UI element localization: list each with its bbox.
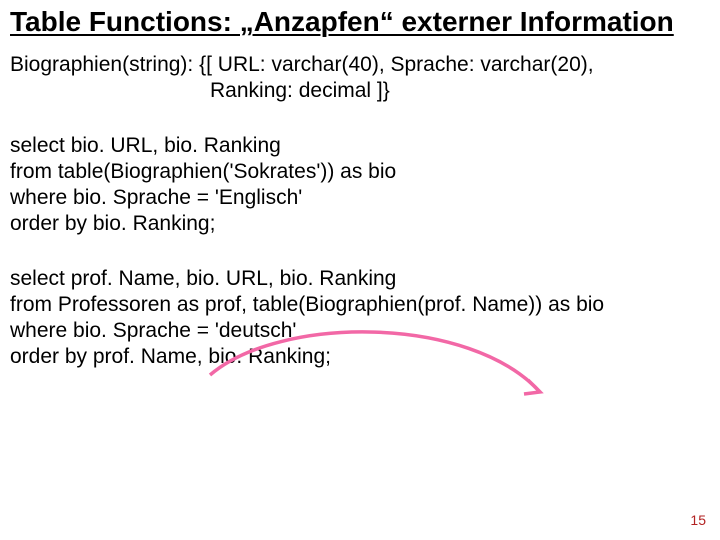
slide-title: Table Functions: „Anzapfen“ externer Inf… <box>0 0 720 38</box>
schema-line-1: Biographien(string): {[ URL: varchar(40)… <box>10 52 710 78</box>
code-line: order by prof. Name, bio. Ranking; <box>10 344 710 370</box>
schema-line-2: Ranking: decimal ]} <box>10 78 710 104</box>
code-line: select prof. Name, bio. URL, bio. Rankin… <box>10 266 710 292</box>
page-number: 15 <box>690 512 706 528</box>
sql-query-1: select bio. URL, bio. Ranking from table… <box>0 133 720 238</box>
code-line: order by bio. Ranking; <box>10 211 710 237</box>
code-line: select bio. URL, bio. Ranking <box>10 133 710 159</box>
code-line: from Professoren as prof, table(Biograph… <box>10 292 710 318</box>
arrow-head <box>524 380 540 394</box>
spacer <box>0 238 720 266</box>
code-line: where bio. Sprache = 'Englisch' <box>10 185 710 211</box>
code-line: where bio. Sprache = 'deutsch' <box>10 318 710 344</box>
sql-query-2: select prof. Name, bio. URL, bio. Rankin… <box>0 266 720 371</box>
schema-definition: Biographien(string): {[ URL: varchar(40)… <box>0 38 720 105</box>
code-line: from table(Biographien('Sokrates')) as b… <box>10 159 710 185</box>
spacer <box>0 105 720 133</box>
